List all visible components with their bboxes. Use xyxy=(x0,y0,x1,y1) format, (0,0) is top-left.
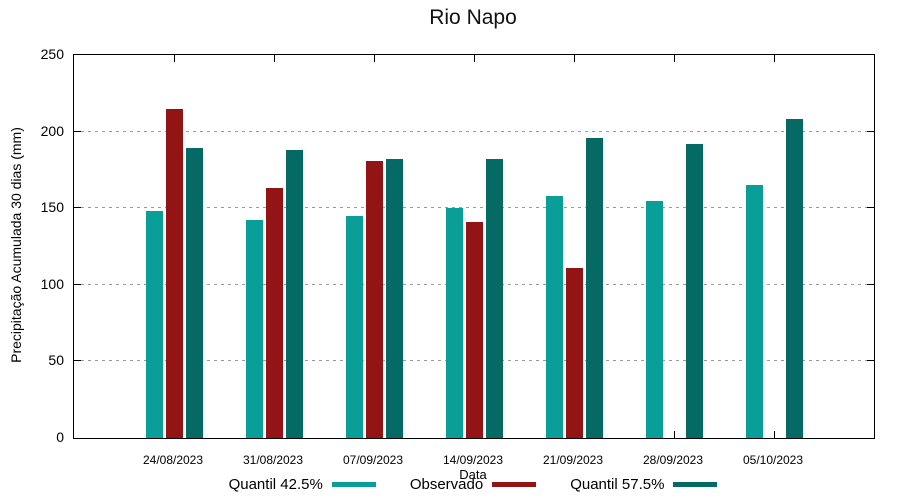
y-tick-label: 100 xyxy=(40,275,64,292)
gridline xyxy=(74,207,874,209)
y-tick-label: 200 xyxy=(40,122,64,139)
y-tick-label: 150 xyxy=(40,199,64,216)
chart-title: Rio Napo xyxy=(429,6,517,29)
y-tick-mark xyxy=(867,207,874,209)
x-tick-label: 24/08/2023 xyxy=(142,453,204,467)
x-tick-label: 28/09/2023 xyxy=(642,453,704,467)
bar xyxy=(346,215,363,438)
bar xyxy=(786,119,803,438)
legend-swatch xyxy=(673,482,718,487)
x-tick-mark xyxy=(774,55,775,62)
bar xyxy=(486,159,503,438)
plot-area xyxy=(73,54,875,439)
x-tick-label: 07/09/2023 xyxy=(342,453,404,467)
y-tick-mark xyxy=(867,283,874,285)
bar xyxy=(246,220,263,438)
legend-item: Observado xyxy=(409,476,537,493)
legend-label: Quantil 42.5% xyxy=(228,476,323,493)
y-tick-mark xyxy=(867,130,874,132)
legend: Quantil 42.5% Observado Quantil 57.5% xyxy=(73,476,873,493)
legend-item: Quantil 42.5% xyxy=(229,476,376,493)
x-tick-mark xyxy=(674,55,675,62)
legend-label: Quantil 57.5% xyxy=(570,476,665,493)
x-tick-label: 05/10/2023 xyxy=(742,453,804,467)
bar xyxy=(146,211,163,438)
x-tick-label: 21/09/2023 xyxy=(542,453,604,467)
bar xyxy=(446,208,463,438)
x-tick-mark xyxy=(574,55,575,62)
y-axis-label: Precipitação Acumulada 30 dias (mm) xyxy=(8,127,24,363)
x-axis-label: Data xyxy=(459,467,487,482)
y-tick-mark xyxy=(74,130,81,132)
bar xyxy=(566,267,583,438)
x-tick-mark xyxy=(174,55,175,62)
bar xyxy=(686,143,703,438)
y-tick-label: 250 xyxy=(40,46,64,62)
bar xyxy=(546,195,563,438)
bar xyxy=(746,185,763,438)
legend-item: Quantil 57.5% xyxy=(570,476,718,493)
y-tick-mark xyxy=(74,283,81,285)
x-tick-mark xyxy=(374,55,375,62)
x-tick-label: 14/09/2023 xyxy=(442,453,504,467)
bar xyxy=(186,148,203,438)
gridline xyxy=(74,130,874,132)
bar xyxy=(366,160,383,438)
legend-label: Observado xyxy=(409,476,484,493)
legend-swatch xyxy=(492,482,537,487)
bar xyxy=(386,159,403,438)
bar xyxy=(166,108,183,438)
y-tick-mark xyxy=(867,360,874,362)
x-tick-mark xyxy=(274,55,275,62)
x-tick-mark xyxy=(774,431,775,438)
bar xyxy=(646,200,663,438)
x-tick-mark xyxy=(474,55,475,62)
bar xyxy=(466,222,483,438)
y-tick-mark xyxy=(74,360,81,362)
bar xyxy=(266,188,283,438)
bar xyxy=(286,149,303,438)
legend-swatch xyxy=(331,482,376,487)
x-tick-label: 31/08/2023 xyxy=(242,453,304,467)
y-tick-mark xyxy=(74,207,81,209)
y-tick-label: 0 xyxy=(56,429,64,445)
x-tick-mark xyxy=(674,431,675,438)
y-tick-label: 50 xyxy=(48,352,64,369)
bar xyxy=(586,137,603,438)
